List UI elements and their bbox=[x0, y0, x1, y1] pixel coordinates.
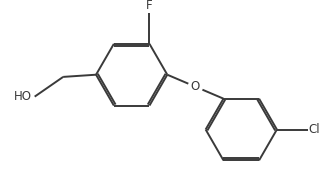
Text: F: F bbox=[146, 0, 153, 12]
Text: HO: HO bbox=[13, 90, 31, 103]
Text: Cl: Cl bbox=[309, 123, 320, 136]
Text: O: O bbox=[191, 80, 200, 93]
